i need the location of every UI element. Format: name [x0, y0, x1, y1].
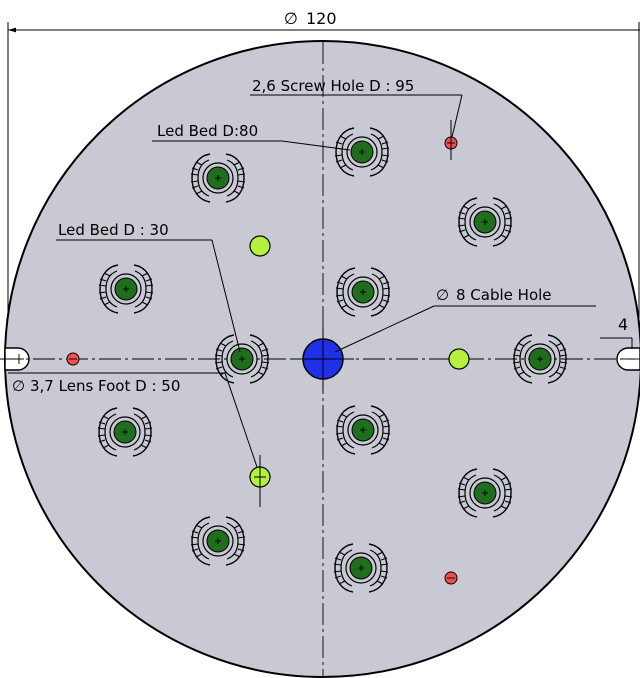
screw-hole: [66, 352, 80, 366]
led-bed-30-label: Led Bed D : 30: [58, 221, 169, 239]
led-bed-80-label: Led Bed D:80: [157, 122, 258, 140]
lens-foot-hole-dimensioned: [249, 455, 271, 507]
lens-foot-label: 3,7 Lens Foot D : 50: [30, 377, 180, 395]
callout-led-bed-80: Led Bed D:80: [152, 122, 351, 151]
lens-foot-hole: [249, 235, 271, 257]
callout-lens-foot: ∅ 3,7 Lens Foot D : 50: [8, 372, 258, 468]
screw-hole: [444, 120, 458, 160]
callout-screw-hole: 2,6 Screw Hole D : 95: [250, 77, 463, 138]
overall-diameter-value: 120: [306, 9, 337, 28]
lens-foot-hole: [448, 348, 470, 370]
screw-hole: [444, 571, 458, 585]
lens-foot-diameter-symbol: ∅: [12, 377, 25, 395]
overall-diameter-dimension: ∅ 120: [7, 9, 640, 358]
notch-width-value: 4: [618, 315, 628, 334]
cable-hole: [292, 328, 354, 390]
screw-hole-label: 2,6 Screw Hole D : 95: [252, 77, 414, 95]
cable-hole-label: 8 Cable Hole: [456, 286, 552, 304]
cable-hole-diameter-symbol: ∅: [436, 286, 449, 304]
overall-diameter-symbol: ∅: [284, 9, 298, 28]
notch-width-dimension: 4: [600, 315, 633, 349]
callout-cable-hole: ∅ 8 Cable Hole: [334, 286, 596, 353]
callout-led-bed-30: Led Bed D : 30: [56, 221, 241, 353]
